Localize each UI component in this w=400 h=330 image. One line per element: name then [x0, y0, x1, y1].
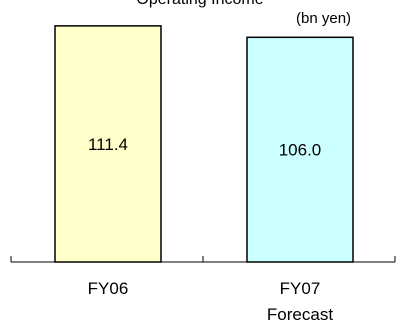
unit-label: (bn yen) [296, 10, 352, 27]
x-tick-label: FY06 [88, 279, 129, 298]
bar-fy06 [54, 25, 162, 263]
data-label: 106.0 [279, 141, 322, 160]
chart-title: Operating Income [0, 0, 400, 9]
bar-fy07-forecast [246, 36, 354, 263]
data-label: 111.4 [88, 135, 128, 154]
x-tick-label: FY07 [280, 279, 321, 298]
x-tick-label: Forecast [267, 305, 333, 324]
